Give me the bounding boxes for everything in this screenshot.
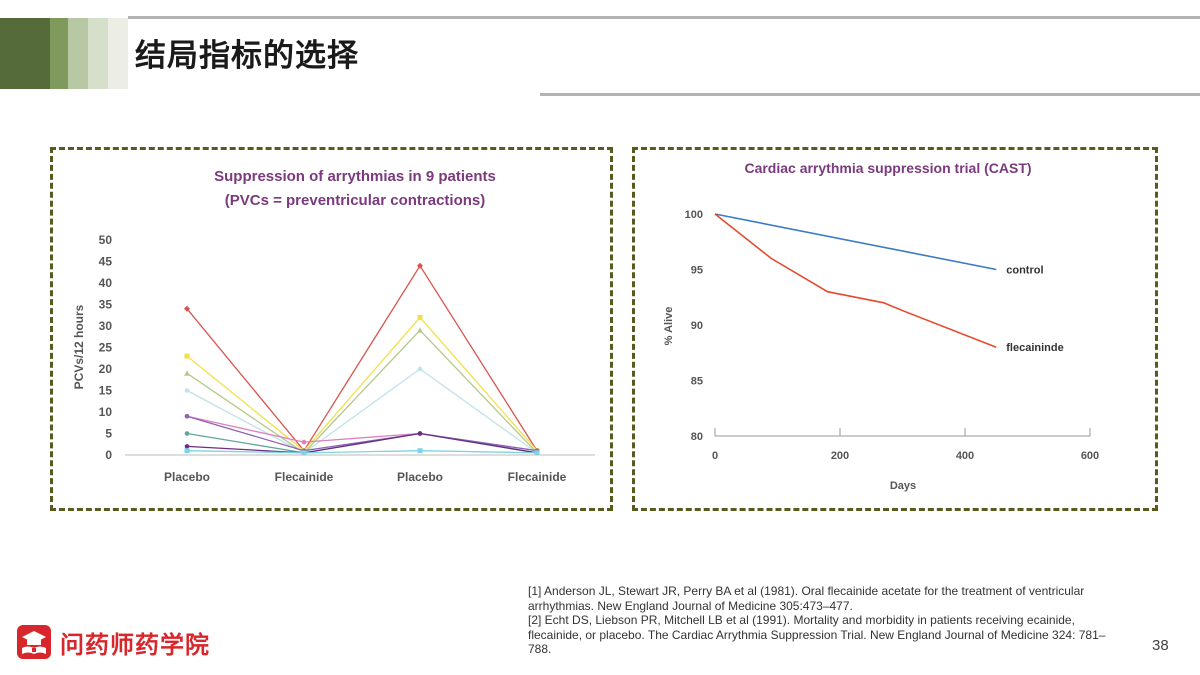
data-point [184, 388, 190, 393]
header-band-1 [0, 18, 50, 89]
y-tick-label: 10 [99, 405, 113, 419]
series-label-flecaininde: flecaininde [1006, 342, 1063, 354]
data-point [184, 353, 190, 359]
slide-title: 结局指标的选择 [135, 38, 359, 74]
data-point [301, 439, 307, 445]
left-chart-frame [50, 147, 613, 511]
page-number: 38 [1152, 637, 1169, 654]
series-line [186, 432, 538, 454]
data-point [184, 431, 190, 436]
header-underline [540, 93, 1200, 96]
y-tick-label: 100 [685, 209, 703, 221]
data-point [184, 305, 190, 312]
y-tick-label: 25 [99, 341, 113, 355]
series-line [186, 415, 538, 452]
data-point [417, 448, 423, 454]
y-tick-label: 50 [99, 233, 113, 247]
header-band-3 [68, 18, 88, 89]
series-line [186, 368, 538, 454]
x-tick-label: 200 [831, 450, 849, 462]
right-chart-x-label: Days [890, 480, 916, 492]
x-tick-label: Placebo [164, 470, 210, 484]
data-point [184, 448, 190, 454]
series-line [186, 316, 538, 452]
right-chart-title: Cardiac arrythmia suppression trial (CAS… [744, 160, 1031, 176]
right-chart-y-label: % Alive [663, 307, 675, 346]
x-tick-label: Placebo [397, 470, 443, 484]
y-tick-label: 95 [691, 265, 703, 277]
y-tick-label: 80 [691, 431, 703, 443]
y-tick-label: 35 [99, 298, 113, 312]
left-chart-title: Suppression of arrythmias in 9 patients [214, 168, 496, 185]
x-tick-label: 400 [956, 450, 974, 462]
series-line [186, 450, 538, 454]
header-band-2 [50, 18, 68, 89]
graduation-cap-book-icon [17, 625, 51, 659]
data-point [417, 366, 423, 372]
series-line-control [714, 213, 997, 271]
left-chart-subtitle: (PVCs = preventricular contractions) [225, 192, 486, 209]
x-tick-label: Flecainide [275, 470, 334, 484]
series-label-control: control [1006, 265, 1043, 277]
right-chart-frame [632, 147, 1158, 511]
series-line [186, 329, 538, 454]
references: [1] Anderson JL, Stewart JR, Perry BA et… [528, 584, 1128, 657]
header-top-line [128, 16, 1200, 19]
data-point [184, 444, 190, 449]
series-line [186, 264, 538, 452]
data-point [184, 370, 190, 376]
y-tick-label: 15 [99, 384, 113, 398]
data-point [301, 450, 307, 456]
y-tick-label: 45 [99, 255, 113, 269]
logo-text: 问药师药学院 [60, 630, 210, 659]
reference-2: [2] Echt DS, Liebson PR, Mitchell LB et … [528, 613, 1106, 656]
y-tick-label: 30 [99, 319, 113, 333]
y-tick-label: 0 [105, 448, 112, 462]
reference-1: [1] Anderson JL, Stewart JR, Perry BA et… [528, 584, 1085, 613]
left-chart-y-label: PCVs/12 hours [72, 304, 86, 389]
y-tick-label: 40 [99, 276, 113, 290]
data-point [417, 327, 423, 333]
data-point [417, 314, 423, 320]
data-point [184, 414, 190, 419]
series-line-flecaininde [714, 213, 997, 348]
logo: 问药师药学院 [16, 624, 210, 660]
header-band-4 [88, 18, 108, 89]
y-tick-label: 5 [105, 427, 112, 441]
x-tick-label: Flecainide [508, 470, 567, 484]
data-point [417, 431, 423, 436]
y-tick-label: 20 [99, 362, 113, 376]
x-tick-label: 600 [1081, 450, 1099, 462]
x-tick-label: 0 [712, 450, 718, 462]
y-tick-label: 85 [691, 376, 703, 388]
data-point [417, 262, 423, 269]
header-band-5 [108, 18, 128, 89]
data-point [534, 450, 540, 456]
y-tick-label: 90 [691, 320, 703, 332]
